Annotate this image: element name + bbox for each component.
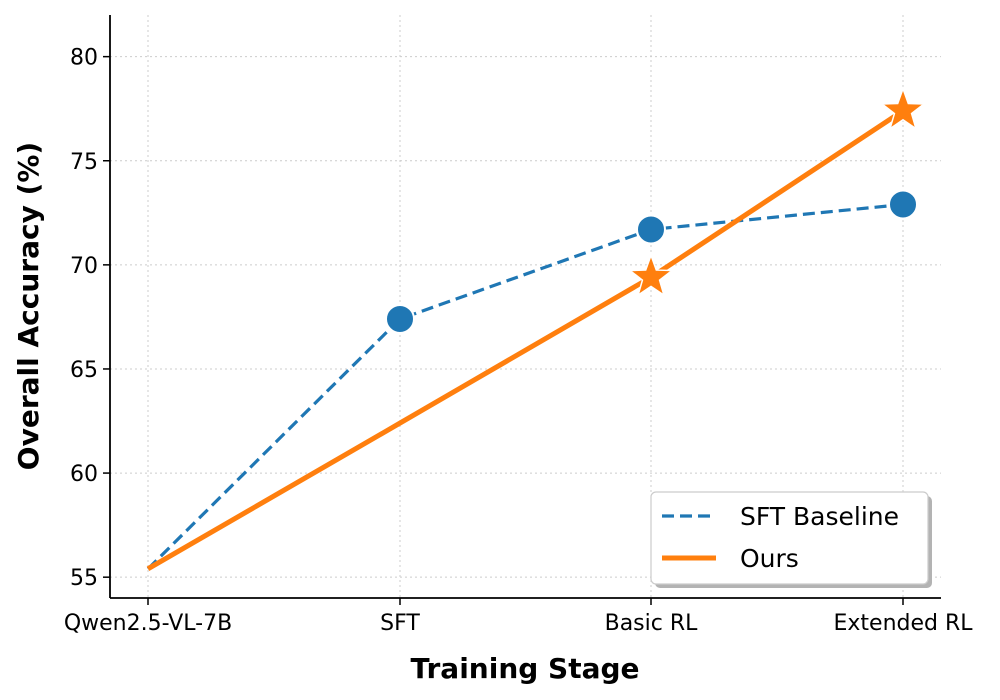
axes [109, 15, 941, 599]
data-point-sft-baseline [888, 189, 918, 220]
series-line-sft-baseline [146, 202, 904, 570]
legend-label-sft-baseline: SFT Baseline [740, 502, 899, 531]
y-axis-title: Overall Accuracy (%) [12, 142, 45, 470]
y-tick-label: 60 [70, 462, 98, 487]
y-tick-label: 80 [70, 46, 98, 71]
x-tick-label: Qwen2.5-VL-7B [64, 611, 232, 636]
x-tick-label: SFT [380, 611, 420, 636]
y-tick-label: 75 [70, 150, 98, 175]
x-tick-label: Extended RL [833, 611, 973, 636]
ticks: 55 60 65 70 75 80 Qwen2.5-VL-7B SFT Basic RL Exte… [64, 46, 973, 636]
y-tick-label: 65 [70, 358, 98, 383]
legend-label-ours: Ours [740, 544, 799, 573]
data-point-sft-baseline [385, 303, 415, 334]
x-tick-label: Basic RL [605, 611, 699, 636]
data-point-ours [627, 253, 675, 297]
data-point-ours [879, 86, 927, 131]
x-axis-title: Training Stage [410, 652, 639, 685]
series-layer [146, 86, 927, 572]
y-tick-label: 70 [70, 254, 98, 279]
series-line-ours [146, 108, 905, 572]
y-tick-label: 55 [70, 566, 98, 591]
data-point-sft-baseline [636, 214, 666, 245]
legend-box [650, 491, 929, 585]
legend: SFT Baseline Ours [650, 491, 932, 588]
